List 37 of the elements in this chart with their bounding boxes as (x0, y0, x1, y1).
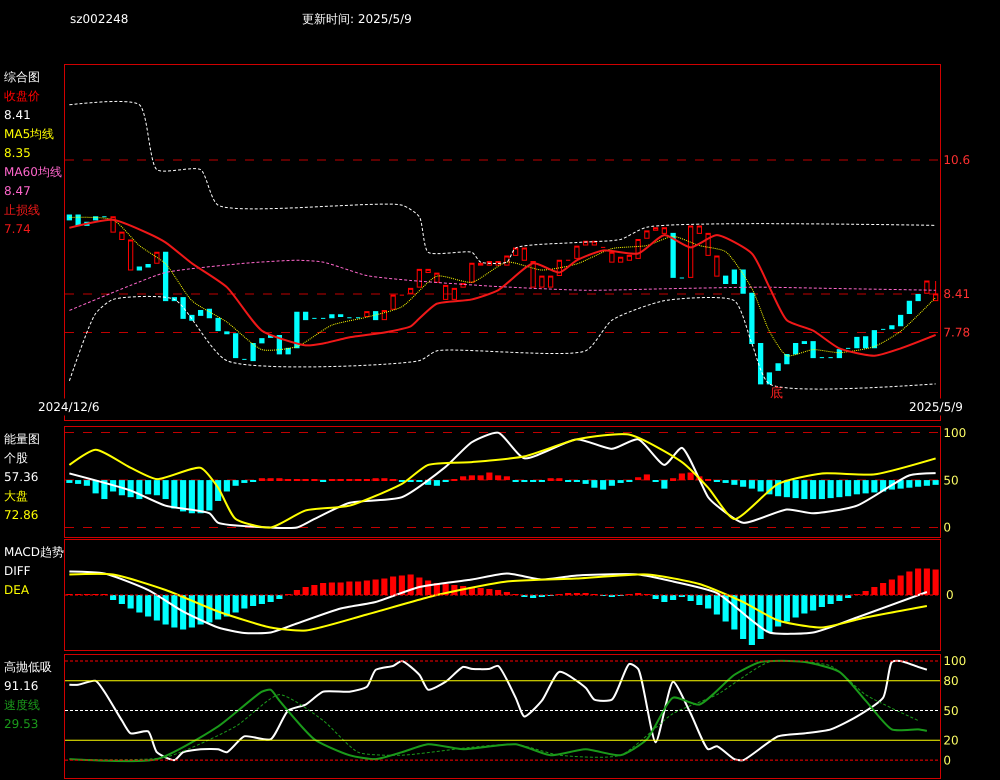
y-tick-label: 80 (943, 674, 959, 688)
text: 8.47 (4, 184, 31, 198)
text: DEA (4, 583, 30, 597)
text: DIFF (4, 564, 31, 578)
text: 个股 (4, 451, 28, 465)
text: 8.41 (4, 108, 31, 122)
y-tick-label: 10.6 (943, 153, 970, 168)
x-tick-label: 2025/5/9 (909, 400, 963, 414)
text: 57.36 (4, 470, 38, 484)
chart-title: MACD趋势 (4, 545, 64, 559)
y-tick-label: 20 (943, 734, 959, 748)
text: 能量图 (4, 432, 40, 446)
y-tick-label: 50 (943, 473, 959, 488)
y-tick-label: 100 (943, 654, 966, 668)
x-tick-label: 2024/12/6 (38, 400, 100, 414)
y-tick-label: 0 (943, 753, 952, 768)
chart-title: 综合图 (4, 70, 40, 84)
text: 止损线 (4, 203, 40, 217)
y-tick-label: 7.78 (943, 326, 970, 340)
text: MA60均线 (4, 165, 62, 179)
text: 29.53 (4, 717, 38, 731)
text: 72.86 (4, 508, 38, 522)
y-tick-label: 50 (943, 704, 959, 718)
text: 91.16 (4, 679, 38, 693)
text: 速度线 (4, 698, 40, 712)
series-label: 高抛低吸 (4, 660, 52, 674)
text: 大盘 (4, 489, 28, 503)
text: 8.35 (4, 146, 31, 160)
text: sz002248 (70, 12, 128, 26)
y-tick-label: 0 (943, 520, 952, 535)
text: 更新时间: 2025/5/9 (302, 12, 412, 26)
y-tick-label: 8.41 (943, 287, 970, 302)
y-tick-label: 100 (943, 426, 966, 440)
annotation: 底 (770, 386, 783, 401)
text: 收盘价 (4, 89, 40, 103)
text: 7.74 (4, 222, 31, 236)
text: MA5均线 (4, 127, 54, 141)
